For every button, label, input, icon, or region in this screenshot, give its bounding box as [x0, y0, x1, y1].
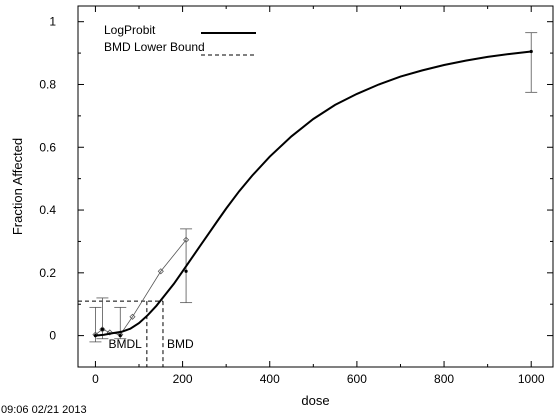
x-tick-label: 200: [173, 372, 193, 386]
observed-point: [157, 268, 164, 275]
observed-point: [183, 236, 190, 243]
bmdl-annotation: BMDL: [109, 337, 143, 351]
y-tick-label: 0.8: [39, 77, 56, 91]
error-bar-mean: [184, 269, 188, 273]
logprobit-curve: [95, 50, 532, 337]
legend-label-logprobit: LogProbit: [104, 23, 156, 37]
y-tick-label: 1: [49, 15, 56, 29]
observed-point: [99, 326, 106, 333]
x-tick-label: 800: [434, 372, 454, 386]
observed-point: [129, 313, 136, 320]
y-tick-label: 0.2: [39, 266, 56, 280]
x-tick-label: 400: [260, 372, 280, 386]
y-tick-label: 0.4: [39, 203, 56, 217]
error-bar-mean: [118, 334, 122, 338]
x-axis-label: dose: [301, 393, 329, 408]
x-tick-label: 0: [92, 372, 99, 386]
bmd-annotation: BMD: [167, 337, 194, 351]
x-tick-label: 600: [347, 372, 367, 386]
y-tick-label: 0.6: [39, 140, 56, 154]
error-bar-mean: [100, 327, 105, 331]
x-tick-label: 1000: [518, 372, 545, 386]
plot-area: 0 200 400 600 800 1000 0 0.2 0.4 0.6 0.8 1 dose Fract…: [10, 5, 554, 408]
legend-label-bmd-lower-bound: BMD Lower Bound: [104, 40, 205, 54]
y-axis-label: Fraction Affected: [10, 138, 25, 235]
y-tick-label: 0: [49, 329, 56, 343]
timestamp: 09:06 02/21 2013: [1, 404, 87, 416]
plot-frame: [77, 5, 554, 368]
